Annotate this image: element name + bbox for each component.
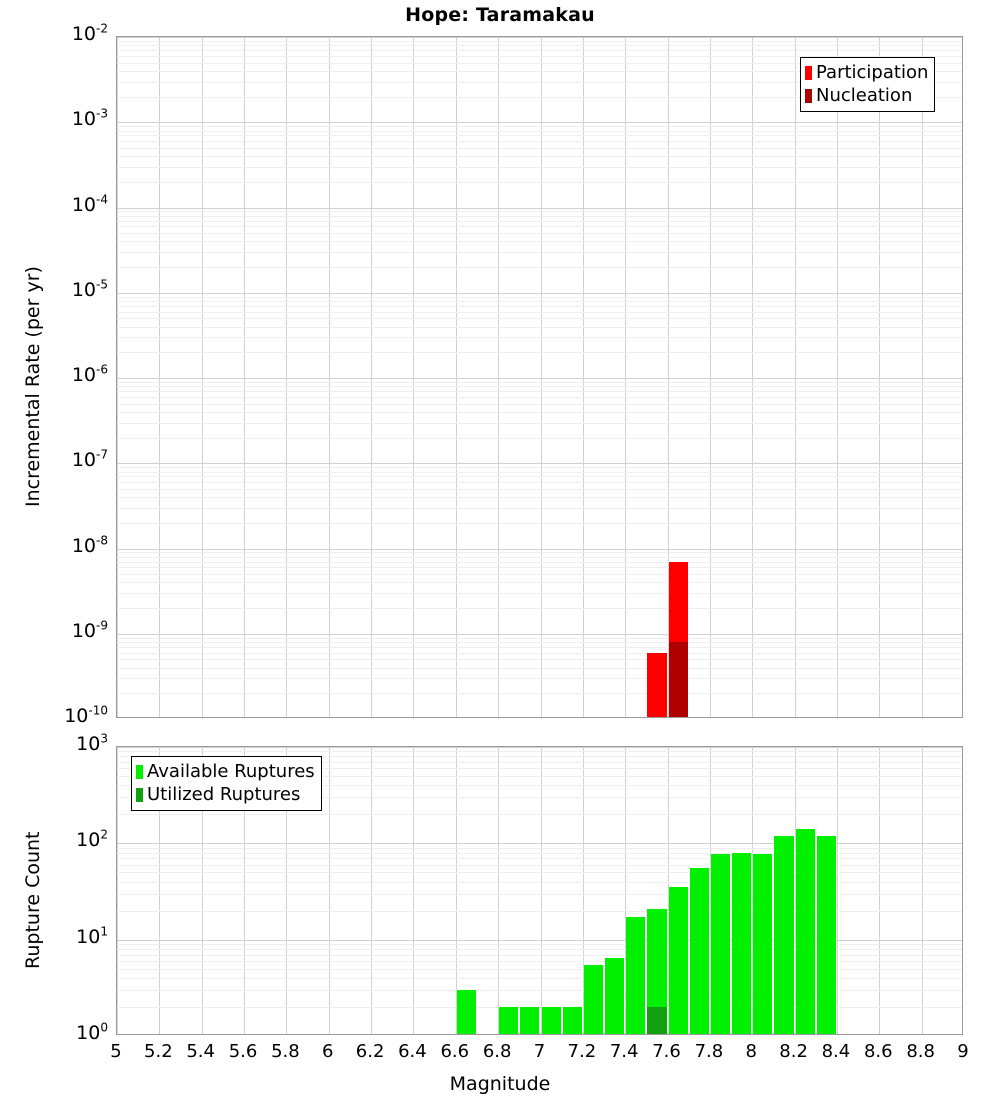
x-tick-label: 6.2 [355, 1041, 385, 1062]
bar-available-ruptures [732, 852, 752, 1034]
bar-available-ruptures [753, 854, 773, 1034]
x-tick-label: 7.4 [609, 1041, 639, 1062]
legend-item: Utilized Ruptures [136, 783, 315, 806]
bar-participation [647, 652, 667, 717]
bar-available-ruptures [520, 1007, 540, 1034]
x-tick-label: 5 [110, 1041, 122, 1062]
x-tick-label: 5.2 [144, 1041, 173, 1062]
page-title: Hope: Taramakau [405, 4, 595, 26]
legend-label: Nucleation [816, 84, 913, 106]
x-tick-label: 7.2 [567, 1041, 597, 1062]
bar-nucleation [668, 642, 688, 717]
bar-available-ruptures [647, 908, 667, 1034]
x-tick-label: 6.6 [440, 1041, 470, 1062]
bar-available-ruptures [456, 990, 476, 1034]
x-tick-label: 8.2 [779, 1041, 808, 1062]
incremental-rate-plot [116, 36, 963, 718]
x-tick-label: 8.6 [863, 1041, 893, 1062]
y-tick-label: 10-6 [71, 362, 108, 386]
bottom-legend: Available Ruptures Utilized Ruptures [131, 756, 322, 811]
bar-available-ruptures [689, 868, 709, 1034]
legend-label: Participation [816, 61, 929, 83]
x-tick-label: 7.8 [694, 1041, 724, 1062]
legend-item: Participation [805, 61, 928, 84]
bar-available-ruptures [562, 1007, 582, 1034]
x-tick-label: 7.6 [652, 1041, 681, 1062]
y-tick-label: 10-9 [71, 618, 108, 642]
legend-swatch-icon [136, 764, 143, 779]
legend-label: Available Ruptures [147, 760, 315, 782]
bar-available-ruptures [605, 957, 625, 1034]
y-tick-label: 102 [76, 828, 108, 852]
y-tick-label: 100 [76, 1020, 108, 1044]
top-legend: Participation Nucleation [800, 57, 936, 112]
bar-available-ruptures [626, 917, 646, 1034]
bottom-y-axis-label: Rupture Count [22, 831, 44, 969]
x-tick-label: 6.4 [398, 1041, 427, 1062]
bar-available-ruptures [499, 1007, 519, 1034]
y-tick-label: 10-8 [71, 533, 108, 557]
y-tick-label: 10-4 [71, 192, 108, 216]
y-tick-label: 10-10 [64, 703, 108, 727]
bar-available-ruptures [710, 853, 731, 1034]
x-tick-label: 8 [745, 1041, 757, 1062]
x-tick-label: 8.4 [821, 1041, 851, 1062]
x-tick-label: 5.6 [228, 1041, 258, 1062]
bar-available-ruptures [795, 829, 815, 1034]
legend-swatch-icon [805, 88, 812, 103]
x-tick-label: 8.8 [906, 1041, 935, 1062]
y-tick-label: 103 [76, 731, 108, 755]
x-tick-label: 6 [322, 1041, 334, 1062]
legend-swatch-icon [805, 65, 812, 80]
legend-item: Nucleation [805, 84, 928, 107]
y-tick-label: 10-7 [71, 447, 108, 472]
x-tick-label: 5.4 [186, 1041, 215, 1062]
bar-available-ruptures [583, 964, 604, 1034]
x-tick-label: 6.8 [482, 1041, 512, 1062]
y-tick-label: 10-5 [71, 277, 108, 301]
x-tick-label: 9 [957, 1041, 969, 1062]
legend-label: Utilized Ruptures [147, 783, 301, 805]
bar-available-ruptures [774, 835, 794, 1034]
legend-swatch-icon [136, 787, 143, 802]
bar-available-ruptures [668, 887, 688, 1034]
legend-item: Available Ruptures [136, 760, 315, 783]
bar-available-ruptures [816, 836, 836, 1034]
x-tick-label: 5.8 [271, 1041, 300, 1062]
x-tick-label: 7 [533, 1041, 546, 1062]
x-axis-label: Magnitude [449, 1073, 551, 1095]
bar-utilized-ruptures [647, 1007, 667, 1034]
y-tick-label: 101 [76, 924, 108, 948]
y-tick-label: 10-3 [71, 106, 108, 131]
y-tick-label: 10-2 [71, 21, 108, 45]
bar-available-ruptures [541, 1007, 561, 1034]
top-y-axis-label: Incremental Rate (per yr) [22, 266, 44, 507]
